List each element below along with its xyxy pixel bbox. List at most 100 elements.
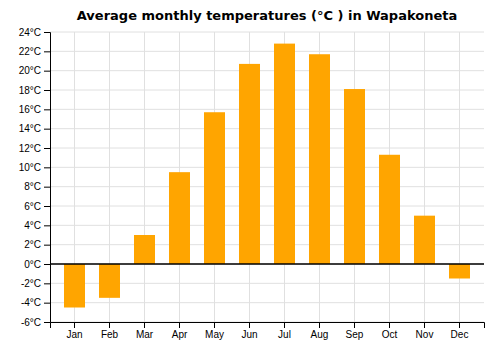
y-tick-label: 24°C (19, 27, 41, 38)
y-grid-line (50, 109, 484, 110)
y-tick: 20°C (19, 65, 50, 76)
x-tick: Nov (416, 322, 434, 340)
y-grid-line (50, 206, 484, 207)
x-grid-line (144, 32, 145, 322)
y-axis: -6°C -4°C -2°C 0°C 2°C 4°C 6°C 8°C 10°C 12°C 14°C 1… (19, 27, 51, 328)
y-tick-label: 18°C (19, 85, 41, 96)
y-tick-mark (44, 303, 50, 304)
bar (274, 44, 295, 264)
y-tick-label: 10°C (19, 162, 41, 173)
y-tick: 8°C (24, 181, 50, 192)
y-tick: 24°C (19, 27, 50, 38)
y-axis-line (44, 33, 51, 323)
y-tick-label: 14°C (19, 123, 41, 134)
y-tick: -4°C (21, 297, 50, 308)
bar (414, 216, 435, 264)
y-tick-mark (44, 148, 50, 149)
x-tick: Oct (382, 322, 398, 340)
y-tick-mark (44, 322, 50, 323)
x-tick-label: Jan (66, 329, 82, 340)
bar (169, 172, 190, 264)
y-grid-line (50, 186, 484, 187)
x-tick-mark (179, 322, 180, 328)
x-tick: Apr (172, 322, 188, 340)
bar (99, 264, 120, 298)
bar (134, 235, 155, 264)
y-tick: 14°C (19, 123, 50, 134)
y-grid-line (50, 167, 484, 168)
x-tick-label: Sep (346, 329, 364, 340)
chart: -6°C -4°C -2°C 0°C 2°C 4°C 6°C 8°C 10°C 12°C 14°C 1… (0, 0, 500, 350)
y-tick: 6°C (24, 201, 50, 212)
y-tick-mark (44, 32, 50, 33)
x-tick-mark (249, 322, 250, 328)
title: Average monthly temperatures (°C ) in Wa… (77, 8, 457, 23)
y-tick-mark (44, 187, 50, 188)
x-tick-mark (284, 322, 285, 328)
y-tick-mark (44, 109, 50, 110)
y-tick-label: 16°C (19, 104, 41, 115)
y-tick-mark (44, 167, 50, 168)
x-tick: Jul (278, 322, 291, 340)
y-tick-label: 0°C (24, 259, 41, 270)
x-axis-line (51, 323, 485, 329)
y-grid-line (50, 148, 484, 149)
x-tick-mark (144, 322, 145, 328)
x-tick-label: Feb (101, 329, 119, 340)
y-tick: 12°C (19, 143, 50, 154)
x-tick-label: Jul (278, 329, 291, 340)
x-tick-label: Apr (172, 329, 188, 340)
y-tick-label: 20°C (19, 65, 41, 76)
y-tick-label: 22°C (19, 46, 41, 57)
y-tick-label: -6°C (21, 317, 41, 328)
x-tick-mark (319, 322, 320, 328)
x-tick-mark (214, 322, 215, 328)
x-tick-label: Aug (311, 329, 329, 340)
y-tick-label: 12°C (19, 143, 41, 154)
x-axis: Jan Feb Mar Apr May Jun Jul Aug Sep Oct Nov Dec (51, 322, 485, 340)
x-tick-label: Jun (241, 329, 257, 340)
y-tick: -2°C (21, 278, 50, 289)
x-tick: Feb (101, 322, 119, 340)
x-tick: Mar (136, 322, 154, 340)
y-tick: 10°C (19, 162, 50, 173)
x-tick-mark (109, 322, 110, 328)
y-tick-label: 8°C (24, 181, 41, 192)
y-tick-label: -4°C (21, 297, 41, 308)
bar (239, 64, 260, 264)
x-tick: Aug (311, 322, 329, 340)
x-tick-mark (354, 322, 355, 328)
x-tick-label: Oct (382, 329, 398, 340)
x-tick: Jan (66, 322, 82, 340)
x-grid-line (424, 32, 425, 322)
grid (50, 32, 484, 322)
y-tick-mark (44, 206, 50, 207)
x-tick-label: Nov (416, 329, 434, 340)
y-grid-line (50, 32, 484, 33)
x-tick-label: Dec (451, 329, 469, 340)
x-tick-mark (389, 322, 390, 328)
x-tick-mark (74, 322, 75, 328)
x-tick: May (205, 322, 224, 340)
x-tick-mark (424, 322, 425, 328)
y-tick: 4°C (24, 220, 50, 231)
y-tick-label: 2°C (24, 239, 41, 250)
y-grid-line (50, 70, 484, 71)
y-tick: 22°C (19, 46, 50, 57)
y-tick-mark (44, 283, 50, 284)
y-tick: 16°C (19, 104, 50, 115)
bar (64, 264, 85, 308)
bar (344, 89, 365, 264)
bar (309, 54, 330, 264)
y-tick-mark (44, 71, 50, 72)
bar (449, 264, 470, 279)
y-tick-label: 6°C (24, 201, 41, 212)
y-grid-line (50, 128, 484, 129)
y-tick-mark (44, 245, 50, 246)
y-tick-mark (44, 264, 50, 265)
x-tick: Sep (346, 322, 364, 340)
y-tick: -6°C (21, 317, 50, 328)
bar (379, 155, 400, 264)
x-tick: Dec (451, 322, 469, 340)
y-grid-line (50, 51, 484, 52)
